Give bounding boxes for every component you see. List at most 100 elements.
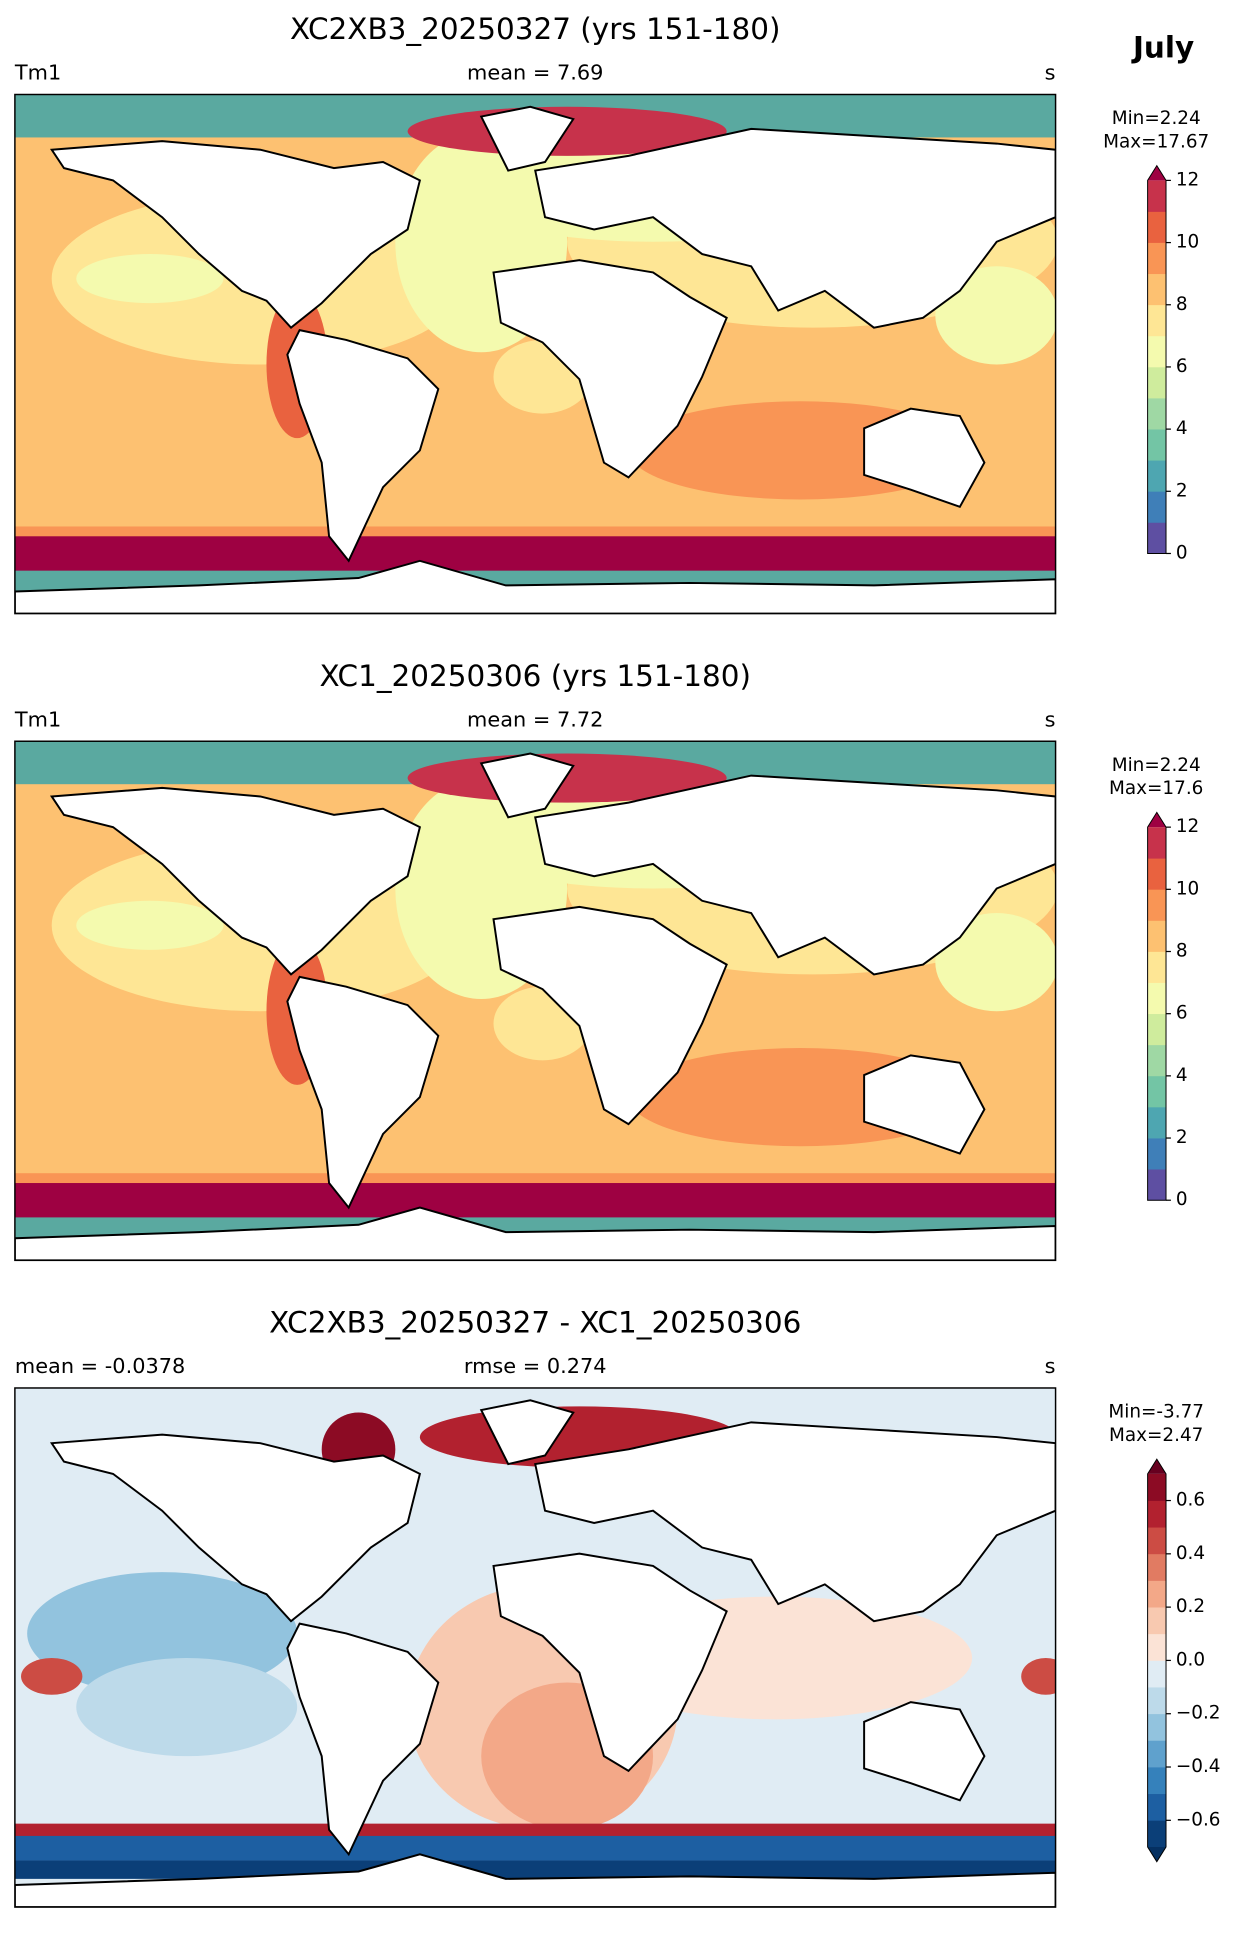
colorbar-segment — [1147, 920, 1167, 952]
ocean-field — [14, 536, 1056, 574]
colorbar-segment — [1147, 1687, 1167, 1715]
colorbar-tick-label: 4 — [1176, 1065, 1188, 1086]
colorbar-tick-label: 0.2 — [1176, 1596, 1205, 1617]
colorbar-segment — [1147, 1660, 1167, 1688]
colorbar-tick-label: 10 — [1176, 878, 1199, 899]
colorbar-segment — [1147, 429, 1167, 461]
colorbar-segment — [1147, 1075, 1167, 1108]
colorbar-segment — [1147, 827, 1167, 859]
colorbar-segment — [1147, 460, 1167, 492]
colorbar-segment — [1147, 398, 1167, 430]
map — [14, 1387, 1056, 1908]
colorbar-tick-label: 6 — [1176, 1003, 1188, 1024]
ocean-field — [76, 1657, 298, 1757]
colorbar-tick-label: 0.6 — [1176, 1490, 1205, 1511]
map-frame — [14, 740, 1057, 1262]
colorbar-segment — [1147, 982, 1167, 1015]
colorbar-segment — [1147, 1106, 1167, 1139]
colorbar-segment — [1147, 1013, 1167, 1046]
colorbar-segment — [1147, 1044, 1167, 1077]
colorbar-tick-label: −0.4 — [1176, 1756, 1221, 1777]
colorbar-max: Max=17.6 — [1109, 778, 1203, 799]
colorbar-segment — [1147, 1473, 1167, 1501]
colorbar-max: Max=17.67 — [1103, 131, 1209, 152]
colorbar-segment — [1147, 491, 1167, 523]
map — [14, 741, 1056, 1261]
figure-title: July — [1131, 31, 1194, 65]
colorbar-segment — [1147, 1607, 1167, 1635]
colorbar-min: Min=2.24 — [1112, 755, 1201, 776]
center-label: rmse = 0.274 — [464, 1354, 607, 1378]
colorbar-segment — [1147, 304, 1167, 337]
colorbar-tick-label: 0.0 — [1176, 1649, 1205, 1670]
colorbar-segment — [1147, 1527, 1167, 1555]
panel-title: XC2XB3_20250327 - XC1_20250306 — [269, 1306, 801, 1340]
colorbar-extend-max — [1147, 812, 1167, 828]
ocean-field — [14, 1860, 1056, 1879]
colorbar-max: Max=2.47 — [1109, 1425, 1203, 1446]
colorbar-segment — [1147, 180, 1167, 212]
ocean-field — [76, 254, 224, 304]
colorbar-outline — [1147, 164, 1167, 554]
colorbar-outline — [1147, 811, 1167, 1201]
colorbar-segment — [1147, 1500, 1167, 1528]
right-label: s — [1045, 61, 1056, 85]
colorbar-segment — [1147, 1580, 1167, 1608]
colorbar-tick-label: 6 — [1176, 356, 1188, 377]
colorbar-segment — [1147, 335, 1167, 368]
colorbar-tick-label: 2 — [1176, 1127, 1188, 1148]
colorbar-tick-label: 2 — [1176, 480, 1188, 501]
colorbar-extend-max — [1147, 1459, 1167, 1474]
center-label: mean = 7.69 — [467, 61, 603, 85]
colorbar-segment — [1147, 273, 1167, 306]
colorbar-extend-max — [1147, 165, 1167, 181]
right-label: s — [1045, 707, 1056, 731]
colorbar-tick-label: 0 — [1176, 542, 1188, 563]
ocean-field — [935, 913, 1056, 1012]
colorbar-outline — [1147, 1458, 1167, 1863]
ocean-field — [14, 1183, 1056, 1220]
colorbar-segment — [1147, 1820, 1167, 1848]
left-label: Tm1 — [14, 707, 61, 731]
ocean-field — [14, 1835, 1056, 1861]
right-label: s — [1045, 1354, 1056, 1378]
panel-title: XC2XB3_20250327 (yrs 151-180) — [290, 12, 780, 46]
colorbar-segment — [1147, 1713, 1167, 1741]
colorbar-segment — [1147, 1553, 1167, 1581]
ocean-field — [14, 1823, 1056, 1839]
map-frame — [14, 1387, 1057, 1908]
colorbar-tick-label: 12 — [1176, 169, 1199, 190]
colorbar-tick-label: 8 — [1176, 941, 1188, 962]
colorbar-tick-label: −0.6 — [1176, 1809, 1221, 1830]
colorbar-tick-label: 4 — [1176, 418, 1188, 439]
ocean-field — [1021, 1657, 1056, 1695]
colorbar-tick-label: 8 — [1176, 294, 1188, 315]
colorbar-segment — [1147, 242, 1167, 275]
colorbar-min: Min=-3.77 — [1108, 1402, 1204, 1423]
colorbar-tick-label: −0.2 — [1176, 1703, 1221, 1724]
center-label: mean = 7.72 — [467, 707, 603, 731]
left-label: Tm1 — [14, 61, 61, 85]
ocean-field — [76, 900, 224, 950]
colorbar-min: Min=2.24 — [1112, 108, 1201, 129]
colorbar-segment — [1147, 1169, 1167, 1201]
colorbar-segment — [1147, 889, 1167, 921]
colorbar-segment — [1147, 366, 1167, 399]
panel-title: XC1_20250306 (yrs 151-180) — [320, 659, 751, 693]
colorbar-segment — [1147, 522, 1167, 554]
colorbar-tick-label: 10 — [1176, 232, 1199, 253]
colorbar-segment — [1147, 1633, 1167, 1661]
colorbar-segment — [1147, 1740, 1167, 1768]
colorbar-segment — [1147, 858, 1167, 890]
colorbar-tick-label: 0.4 — [1176, 1543, 1205, 1564]
colorbar-extend-min — [1147, 1846, 1167, 1862]
colorbar-tick-label: 0 — [1176, 1189, 1188, 1210]
map-frame — [14, 93, 1057, 615]
colorbar-segment — [1147, 1793, 1167, 1821]
ocean-field — [21, 1657, 83, 1695]
colorbar-segment — [1147, 951, 1167, 983]
colorbar-tick-label: 12 — [1176, 816, 1199, 837]
left-label: mean = -0.0378 — [15, 1354, 185, 1378]
ocean-field — [935, 266, 1056, 365]
